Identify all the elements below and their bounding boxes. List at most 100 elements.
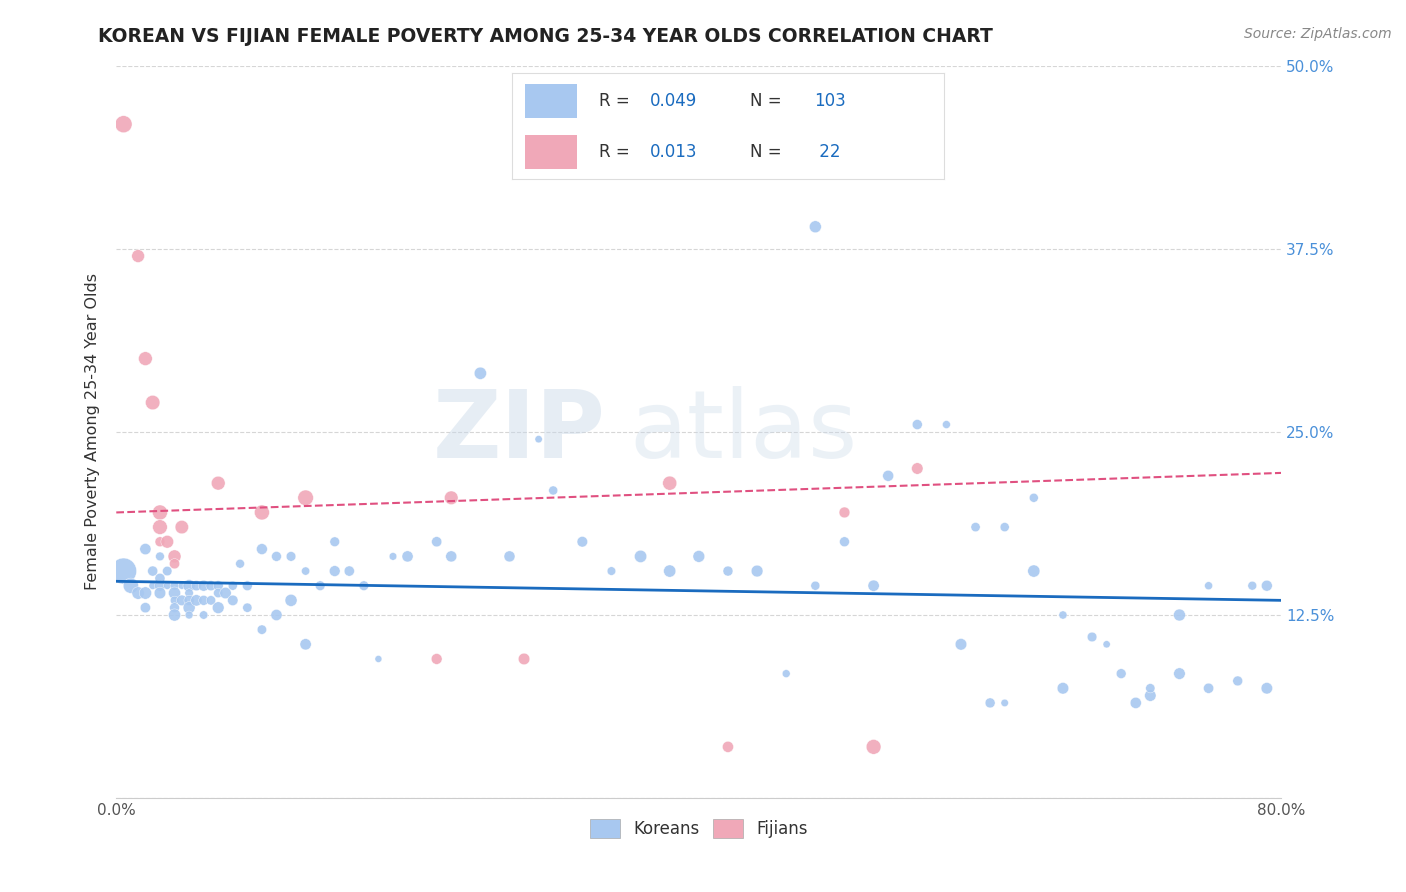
Point: [149, 534, 172, 549]
Point: [935, 417, 957, 432]
Point: [207, 586, 229, 600]
Point: [965, 520, 987, 534]
Point: [156, 564, 179, 578]
Point: [1081, 630, 1104, 644]
Point: [193, 607, 215, 622]
Point: [905, 417, 928, 432]
Point: [541, 483, 564, 498]
Point: [112, 564, 135, 578]
Point: [214, 586, 236, 600]
Point: [834, 505, 856, 519]
Point: [804, 579, 827, 593]
Point: [426, 652, 449, 666]
Point: [134, 542, 156, 557]
Point: [120, 579, 142, 593]
Point: [994, 520, 1017, 534]
Point: [367, 652, 389, 666]
Point: [1052, 607, 1074, 622]
Point: [353, 579, 375, 593]
Point: [498, 549, 520, 564]
Point: [1241, 579, 1264, 593]
Point: [177, 593, 200, 607]
Point: [222, 593, 245, 607]
Point: [630, 549, 652, 564]
Point: [149, 520, 172, 534]
Point: [294, 564, 316, 578]
Point: [149, 579, 172, 593]
Point: [236, 579, 259, 593]
Point: [658, 476, 681, 491]
Point: [163, 600, 186, 615]
Point: [1125, 696, 1147, 710]
Point: [170, 579, 193, 593]
Point: [571, 534, 593, 549]
Point: [527, 432, 550, 446]
Text: KOREAN VS FIJIAN FEMALE POVERTY AMONG 25-34 YEAR OLDS CORRELATION CHART: KOREAN VS FIJIAN FEMALE POVERTY AMONG 25…: [98, 27, 993, 45]
Point: [170, 593, 193, 607]
Point: [440, 491, 463, 505]
Point: [280, 593, 302, 607]
Point: [193, 579, 215, 593]
Point: [1095, 637, 1118, 651]
Point: [177, 586, 200, 600]
Point: [177, 579, 200, 593]
Point: [294, 491, 316, 505]
Point: [862, 739, 884, 754]
Text: Source: ZipAtlas.com: Source: ZipAtlas.com: [1244, 27, 1392, 41]
Point: [266, 607, 288, 622]
Point: [1109, 666, 1132, 681]
Point: [207, 579, 229, 593]
Text: atlas: atlas: [628, 386, 858, 478]
Point: [382, 549, 405, 564]
Point: [250, 505, 273, 519]
Point: [1168, 607, 1191, 622]
Point: [658, 564, 681, 578]
Point: [163, 557, 186, 571]
Point: [440, 549, 463, 564]
Point: [1256, 681, 1278, 696]
Point: [1198, 579, 1220, 593]
Point: [186, 593, 208, 607]
Point: [834, 534, 856, 549]
Point: [294, 637, 316, 651]
Point: [163, 607, 186, 622]
Point: [250, 623, 273, 637]
Point: [600, 564, 623, 578]
Point: [513, 652, 536, 666]
Point: [207, 476, 229, 491]
Point: [717, 739, 740, 754]
Point: [1022, 491, 1045, 505]
Point: [1226, 673, 1249, 688]
Point: [862, 579, 884, 593]
Point: [163, 593, 186, 607]
Point: [163, 579, 186, 593]
Point: [170, 520, 193, 534]
Point: [149, 549, 172, 564]
Point: [200, 593, 222, 607]
Point: [186, 579, 208, 593]
Point: [177, 600, 200, 615]
Point: [163, 549, 186, 564]
Point: [994, 696, 1017, 710]
Point: [1168, 666, 1191, 681]
Point: [775, 666, 797, 681]
Point: [142, 395, 165, 409]
Point: [149, 586, 172, 600]
Point: [142, 579, 165, 593]
Point: [877, 468, 900, 483]
Point: [149, 505, 172, 519]
Point: [717, 564, 740, 578]
Point: [134, 351, 156, 366]
Point: [426, 534, 449, 549]
Point: [207, 600, 229, 615]
Point: [112, 117, 135, 131]
Point: [905, 461, 928, 475]
Point: [134, 600, 156, 615]
Point: [323, 564, 346, 578]
Point: [323, 534, 346, 549]
Point: [134, 586, 156, 600]
Point: [470, 366, 492, 380]
Point: [156, 579, 179, 593]
Point: [127, 249, 149, 263]
Point: [949, 637, 972, 651]
